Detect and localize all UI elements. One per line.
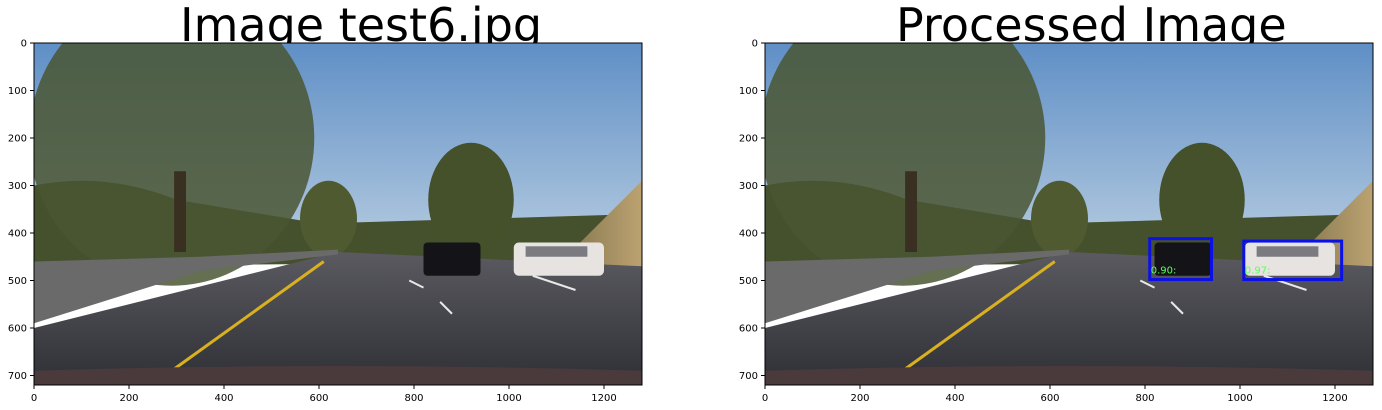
white-car-window	[525, 246, 588, 257]
large-tree	[34, 43, 315, 286]
x-tick-label: 800	[404, 393, 423, 404]
left-image-panel: 0 200 400 600 800 1000 1200 0 100 200 300 400 500 600…	[8, 39, 643, 404]
x-tick-label: 600	[309, 393, 328, 404]
right-tree	[428, 142, 514, 257]
x-tick-label: 1200	[591, 393, 616, 404]
x-tick-label: 0	[762, 393, 768, 404]
right-image-panel: 0.90: 0.97: 0 200 400 600 800 1000 1200 0 100 200 30…	[739, 39, 1374, 404]
car-hood	[34, 366, 642, 385]
detection-box	[1148, 237, 1213, 282]
lane-dash	[1170, 301, 1184, 315]
black-car	[423, 242, 481, 276]
road-surface	[765, 252, 1373, 385]
barrier	[765, 249, 1069, 324]
y-tick-label: 400	[8, 229, 27, 240]
x-tick-label: 200	[119, 393, 138, 404]
barrier	[34, 249, 338, 324]
x-tick-label: 600	[1040, 393, 1059, 404]
road-scene-photo	[765, 43, 1373, 385]
x-tick-label: 200	[850, 393, 869, 404]
y-tick-label: 700	[8, 371, 27, 382]
x-tick-label: 400	[945, 393, 964, 404]
y-tick-label: 500	[8, 276, 27, 287]
x-tick-label: 800	[1135, 393, 1154, 404]
x-tick-label: 1000	[496, 393, 521, 404]
y-tick-label: 600	[739, 324, 758, 335]
road-surface	[34, 252, 642, 385]
middle-tree	[1031, 180, 1088, 257]
y-tick-label: 200	[739, 134, 758, 145]
y-tick-label: 200	[8, 134, 27, 145]
y-tick-label: 0	[752, 39, 758, 50]
y-tick-label: 400	[739, 229, 758, 240]
axes-frame	[764, 42, 1374, 386]
detection-score-label: 0.90:	[1151, 266, 1177, 277]
right-tree	[1159, 142, 1245, 257]
lane-dash	[532, 274, 576, 291]
tree-trunk	[905, 171, 917, 252]
y-tick-label: 300	[8, 181, 27, 192]
white-car-window	[1256, 246, 1319, 257]
car-hood	[765, 366, 1373, 385]
lane-dash	[439, 301, 453, 315]
y-tick-label: 100	[8, 86, 27, 97]
y-tick-label: 600	[8, 324, 27, 335]
detection-box	[1242, 239, 1344, 282]
axes-frame	[33, 42, 643, 386]
yellow-lane-line	[901, 260, 1056, 372]
y-tick-label: 500	[739, 276, 758, 287]
y-tick-label: 700	[739, 371, 758, 382]
lane-dash	[1139, 279, 1155, 289]
black-car	[1154, 242, 1212, 276]
x-tick-label: 1200	[1322, 393, 1347, 404]
x-tick-label: 400	[214, 393, 233, 404]
y-tick-label: 100	[739, 86, 758, 97]
large-tree	[765, 43, 1046, 286]
middle-tree	[300, 180, 357, 257]
x-tick-label: 0	[31, 393, 37, 404]
detection-score-label: 0.97:	[1245, 266, 1271, 277]
road-scene-photo	[34, 43, 642, 385]
x-tick-label: 1000	[1227, 393, 1252, 404]
tree-trunk	[174, 171, 186, 252]
y-tick-label: 300	[739, 181, 758, 192]
yellow-lane-line	[170, 260, 325, 372]
y-tick-label: 0	[21, 39, 27, 50]
lane-dash	[408, 279, 424, 289]
